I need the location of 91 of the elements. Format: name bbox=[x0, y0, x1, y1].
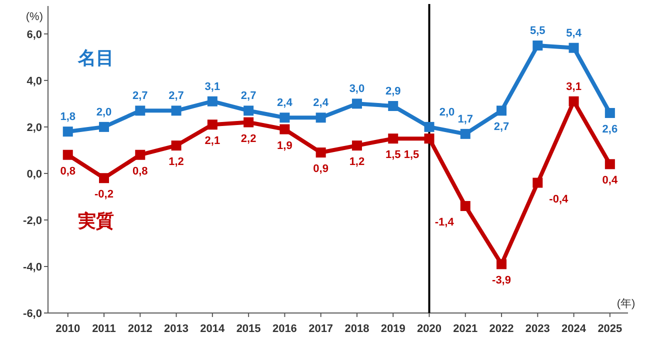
data-label: 2,0 bbox=[439, 106, 455, 118]
point bbox=[568, 96, 579, 106]
point bbox=[424, 134, 434, 144]
point bbox=[62, 150, 73, 160]
point bbox=[135, 150, 146, 160]
x-tick-label: 2023 bbox=[525, 323, 550, 335]
x-tick-label: 2025 bbox=[598, 323, 622, 335]
point bbox=[496, 106, 507, 116]
point bbox=[604, 159, 615, 170]
y-tick-label: 6,0 bbox=[26, 28, 42, 41]
data-label: 2,1 bbox=[204, 135, 220, 148]
data-label: 2,4 bbox=[313, 97, 330, 110]
point bbox=[207, 120, 218, 130]
point bbox=[424, 122, 434, 132]
data-label: 1,5 bbox=[385, 149, 401, 162]
point bbox=[244, 117, 254, 128]
point bbox=[171, 140, 182, 151]
x-tick-label: 2013 bbox=[164, 323, 189, 335]
data-label: 2,0 bbox=[96, 106, 112, 118]
point bbox=[62, 126, 73, 137]
data-label: -3,9 bbox=[492, 274, 512, 287]
point bbox=[460, 128, 470, 139]
point bbox=[207, 96, 218, 106]
data-label: 1,2 bbox=[349, 156, 365, 168]
x-tick-label: 2024 bbox=[562, 323, 587, 335]
point bbox=[135, 106, 146, 116]
point bbox=[99, 122, 110, 132]
point bbox=[171, 106, 182, 116]
x-tick-label: 2015 bbox=[236, 323, 261, 335]
point bbox=[604, 108, 615, 118]
y-axis-title: (%) bbox=[26, 11, 43, 23]
x-tick-label: 2020 bbox=[417, 323, 442, 335]
x-tick-label: 2014 bbox=[200, 323, 226, 335]
y-tick-label: -6,0 bbox=[23, 308, 42, 320]
x-tick-label: 2018 bbox=[344, 323, 370, 335]
data-label: 2,7 bbox=[494, 121, 510, 134]
data-label: 0,8 bbox=[132, 165, 148, 178]
point bbox=[352, 98, 362, 109]
data-label: 3,1 bbox=[204, 80, 220, 93]
text: 名目 bbox=[76, 48, 114, 68]
data-label: 5,5 bbox=[530, 25, 546, 38]
point bbox=[460, 201, 470, 212]
x-tick-label: 2010 bbox=[56, 323, 80, 335]
x-tick-label: 2022 bbox=[489, 323, 514, 335]
series-label: 実質 bbox=[76, 210, 114, 231]
point bbox=[280, 124, 290, 134]
data-label: -0,2 bbox=[94, 188, 114, 201]
point bbox=[496, 259, 507, 270]
data-label: 1,8 bbox=[60, 111, 76, 124]
data-label: 1,7 bbox=[458, 113, 474, 126]
data-label: 3,0 bbox=[349, 83, 365, 96]
data-label: 0,4 bbox=[602, 174, 618, 187]
point bbox=[352, 140, 362, 151]
data-label: -1,4 bbox=[434, 216, 455, 229]
y-tick-label: 2,0 bbox=[26, 122, 42, 134]
data-label: 2,7 bbox=[132, 90, 148, 102]
x-tick-label: 2016 bbox=[272, 323, 297, 335]
data-label: 1,2 bbox=[168, 156, 184, 168]
point bbox=[568, 42, 579, 53]
point bbox=[388, 101, 398, 112]
data-label: 1,9 bbox=[277, 140, 292, 152]
x-tick-label: 2012 bbox=[128, 323, 152, 335]
point bbox=[316, 112, 326, 123]
x-tick-label: 2021 bbox=[453, 323, 478, 335]
data-label: 2,4 bbox=[277, 97, 294, 110]
point bbox=[280, 112, 290, 123]
point bbox=[532, 40, 543, 51]
y-tick-label: -2,0 bbox=[23, 214, 42, 227]
x-axis-title: (年) bbox=[616, 298, 636, 310]
point bbox=[99, 173, 110, 184]
data-label: 2,6 bbox=[602, 123, 618, 136]
data-label: 2,7 bbox=[240, 90, 256, 102]
data-label: 1,5 bbox=[404, 149, 420, 162]
x-tick-label: 2019 bbox=[380, 323, 406, 335]
data-label: 5,4 bbox=[566, 27, 582, 40]
y-tick-label: 0,0 bbox=[26, 168, 42, 180]
data-label: 0,9 bbox=[313, 163, 328, 176]
data-label: 0,8 bbox=[60, 165, 76, 178]
data-label: -0,4 bbox=[549, 193, 570, 206]
point bbox=[532, 178, 543, 188]
x-tick-label: 2011 bbox=[92, 323, 116, 335]
data-label: 2,7 bbox=[168, 90, 184, 102]
y-tick-label: 4,0 bbox=[26, 75, 42, 88]
x-tick-label: 2017 bbox=[308, 323, 334, 335]
point bbox=[316, 148, 326, 158]
y-tick-label: -4,0 bbox=[23, 261, 42, 274]
data-label: 2,9 bbox=[385, 86, 401, 98]
data-label: 2,2 bbox=[240, 132, 256, 145]
data-label: 3,1 bbox=[566, 80, 582, 93]
point bbox=[244, 106, 254, 116]
point bbox=[388, 134, 398, 144]
